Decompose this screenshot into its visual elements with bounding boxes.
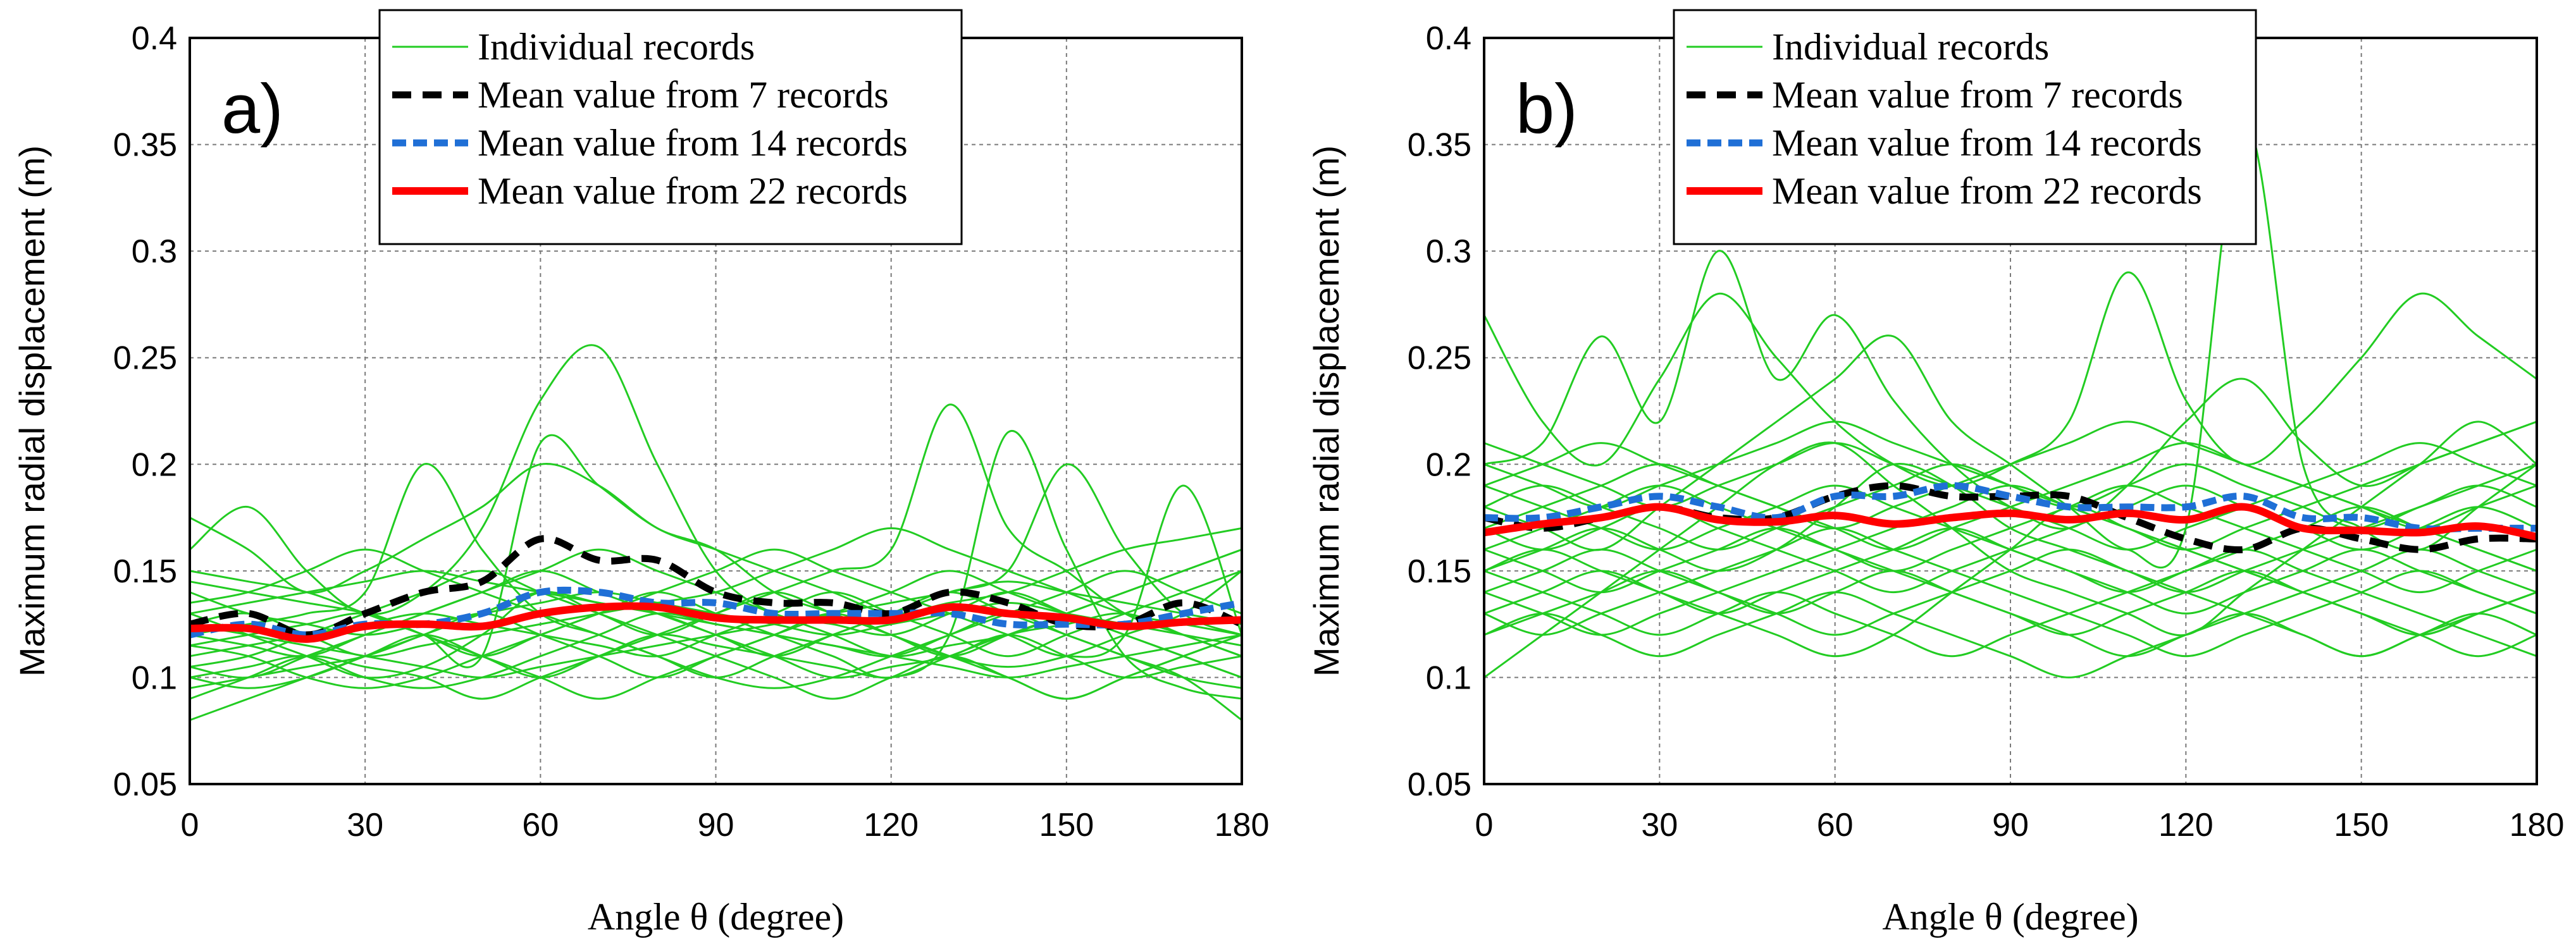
x-tick-label: 180	[1215, 807, 1270, 844]
y-tick-label: 0.2	[1426, 446, 1471, 483]
x-tick-label: 60	[522, 807, 559, 844]
y-tick-label: 0.1	[132, 660, 177, 696]
legend-label: Individual records	[1772, 26, 2049, 68]
x-axis-title: Angle θ (degree)	[588, 896, 844, 938]
mean-22-records-line	[1483, 503, 2538, 541]
legend-label: Mean value from 22 records	[478, 170, 908, 212]
y-axis-title: Maximum radial displacement (m)	[1306, 145, 1346, 677]
individual-record-line	[1483, 548, 2537, 658]
individual-record-line	[189, 570, 1242, 678]
individual-record-line	[1483, 484, 2537, 594]
individual-record-line	[189, 484, 1243, 658]
y-tick-label: 0.05	[113, 766, 177, 803]
legend-label: Mean value from 7 records	[478, 74, 889, 116]
y-tick-label: 0.3	[1426, 233, 1471, 270]
x-tick-label: 30	[347, 807, 383, 844]
x-tick-label: 120	[2158, 807, 2214, 844]
legend-label: Mean value from 22 records	[1772, 170, 2202, 212]
legend: Individual records Mean value from 7 reco…	[378, 9, 963, 245]
y-tick-label: 0.35	[1408, 127, 1471, 164]
x-tick-label: 90	[1992, 807, 2029, 844]
individual-record-line	[189, 612, 1242, 700]
y-tick-label: 0.2	[132, 446, 177, 483]
x-tick-label: 150	[1039, 807, 1094, 844]
y-tick-label: 0.05	[1408, 766, 1471, 803]
chart-panel-1: 0.05 0.1 0.15 0.2 0.25 0.3 0.35 0.4 0 30 60 90 120 15…	[12, 9, 1270, 938]
chart-panel-2: 0.05 0.1 0.15 0.2 0.25 0.3 0.35 0.4 0 30 60 90 120 15…	[1306, 9, 2565, 938]
y-tick-label: 0.35	[113, 127, 177, 164]
mean-7-records-line	[189, 535, 1244, 639]
panel-label: b)	[1516, 70, 1578, 148]
mean-22-records-line	[189, 602, 1242, 643]
x-tick-label: 120	[864, 807, 919, 844]
y-tick-label: 0.4	[1426, 20, 1471, 57]
x-tick-label: 90	[698, 807, 734, 844]
x-tick-label: 0	[181, 807, 199, 844]
y-tick-label: 0.4	[132, 20, 177, 57]
legend: Individual records Mean value from 7 reco…	[1673, 9, 2257, 245]
x-tick-label: 60	[1817, 807, 1854, 844]
panel-label: a)	[221, 70, 283, 148]
y-tick-label: 0.25	[113, 340, 177, 377]
x-tick-label: 180	[2510, 807, 2565, 844]
y-tick-label: 0.3	[132, 233, 177, 270]
x-tick-label: 150	[2334, 807, 2389, 844]
y-tick-label: 0.15	[1408, 553, 1471, 590]
y-axis-title: Maximum radial displacement (m)	[12, 145, 52, 677]
individual-record-line	[189, 462, 1242, 615]
legend-label: Individual records	[478, 26, 755, 68]
legend-label: Mean value from 14 records	[1772, 122, 2202, 164]
individual-record-line	[1483, 591, 2537, 678]
legend-box	[1673, 9, 2257, 245]
mean-14-records-line	[1483, 482, 2537, 533]
legend-box	[378, 9, 963, 245]
individual-record-line	[1483, 271, 2537, 487]
y-tick-label: 0.1	[1426, 660, 1471, 696]
x-tick-label: 0	[1475, 807, 1494, 844]
legend-label: Mean value from 14 records	[478, 122, 908, 164]
individual-record-line	[1483, 548, 2537, 658]
y-tick-label: 0.15	[113, 553, 177, 590]
y-tick-label: 0.25	[1408, 340, 1471, 377]
legend-label: Mean value from 7 records	[1772, 74, 2183, 116]
individual-record-line	[189, 548, 1242, 678]
x-tick-label: 30	[1641, 807, 1678, 844]
x-axis-title: Angle θ (degree)	[1882, 896, 2138, 938]
